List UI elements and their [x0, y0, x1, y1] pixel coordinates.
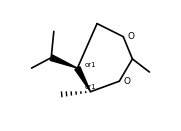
Text: O: O: [123, 77, 130, 86]
Polygon shape: [75, 67, 90, 92]
Text: or1: or1: [85, 84, 96, 90]
Text: or1: or1: [85, 62, 96, 68]
Polygon shape: [50, 55, 77, 68]
Text: O: O: [127, 32, 134, 41]
